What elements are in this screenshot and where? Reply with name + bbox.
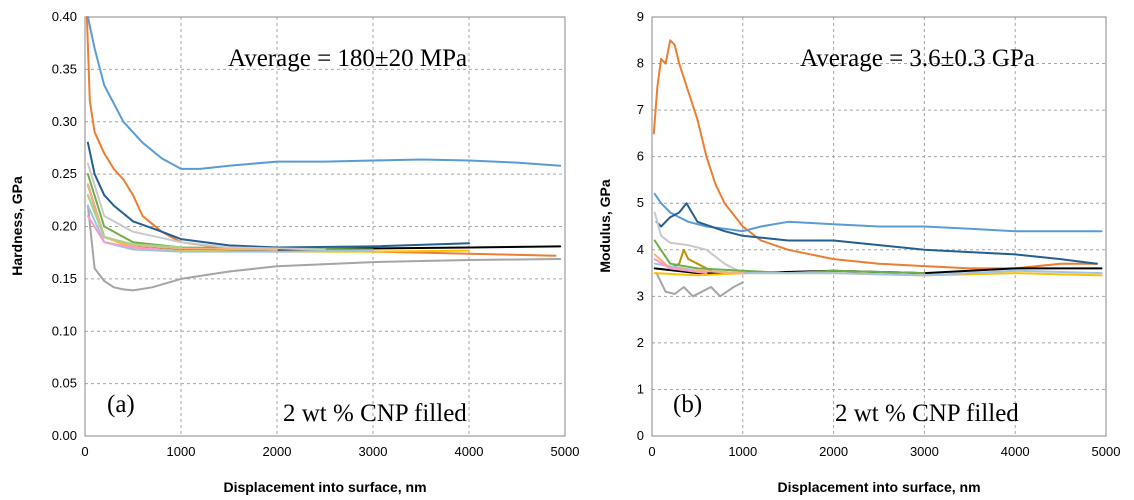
y-tick-label: 7 [637,102,644,117]
y-axis-title: Hardness, GPa [9,176,25,276]
y-tick-label: 8 [637,56,644,71]
series-line-4 [86,204,562,292]
y-tick-label: 0.40 [52,9,77,24]
series-line-1 [86,16,562,170]
y-axis-title: Modulus, GPa [597,179,613,273]
x-tick-label: 4000 [1001,444,1030,459]
sample-note: 2 wt % CNP filled [283,400,467,427]
y-tick-label: 0.05 [52,376,77,391]
series-line-3 [655,202,1098,265]
y-tick-label: 3 [637,288,644,303]
x-tick-label: 1000 [167,444,196,459]
series-line-5 [653,211,744,275]
x-tick-label: 5000 [551,444,580,459]
y-tick-label: 6 [637,149,644,164]
y-tick-label: 2 [637,335,644,350]
panel-label: (a) [107,391,135,418]
average-annotation: Average = 3.6±0.3 GPa [800,45,1035,72]
series-line-9 [86,183,278,251]
x-tick-label: 5000 [1092,444,1121,459]
series-line-2 [653,192,1103,233]
y-tick-label: 0 [637,428,644,443]
sample-note: 2 wt % CNP filled [835,400,1019,427]
x-tick-label: 4000 [455,444,484,459]
hardness-chart: 0 1000 2000 3000 4000 5000 0.00 0.05 0.10 0.15 0.2… [9,9,579,495]
y-tick-label: 0.00 [52,428,77,443]
y-tick-label: 0.15 [52,271,77,286]
x-axis-title: Displacement into surface, nm [777,479,980,495]
y-tick-label: 1 [637,381,644,396]
y-tick-label: 4 [637,242,644,257]
y-tick-label: 5 [637,195,644,210]
series-line-5 [86,183,562,251]
modulus-chart: 0 1000 2000 3000 4000 5000 0 1 2 3 4 5 6 7 8 9 Displace… [597,9,1120,495]
series-line-8 [86,162,326,251]
y-tick-label: 0.35 [52,61,77,76]
plot-area-frame [651,16,1107,437]
x-axis-title: Displacement into surface, nm [223,479,426,495]
average-annotation: Average = 180±20 MPa [228,45,467,72]
y-tick-label: 0.20 [52,219,77,234]
series-line-12 [653,258,708,275]
x-tick-label: 1000 [728,444,757,459]
y-tick-label: 0.25 [52,166,77,181]
y-tick-label: 0.30 [52,114,77,129]
x-tick-label: 0 [81,444,88,459]
series-line-6 [86,173,374,251]
series-line-12 [86,194,182,249]
x-tick-label: 2000 [263,444,292,459]
panel-label: (b) [673,391,702,418]
plot-area-frame [84,16,566,437]
x-tick-label: 2000 [819,444,848,459]
series-line-11 [86,215,163,251]
x-tick-label: 3000 [910,444,939,459]
y-tick-label: 9 [637,9,644,24]
series-line-4 [655,272,744,298]
series-line-1 [652,39,1098,270]
y-tick-label: 0.10 [52,323,77,338]
series-line-3 [86,141,470,249]
x-tick-label: 0 [648,444,655,459]
x-tick-label: 3000 [359,444,388,459]
series-line-8 [653,239,926,275]
